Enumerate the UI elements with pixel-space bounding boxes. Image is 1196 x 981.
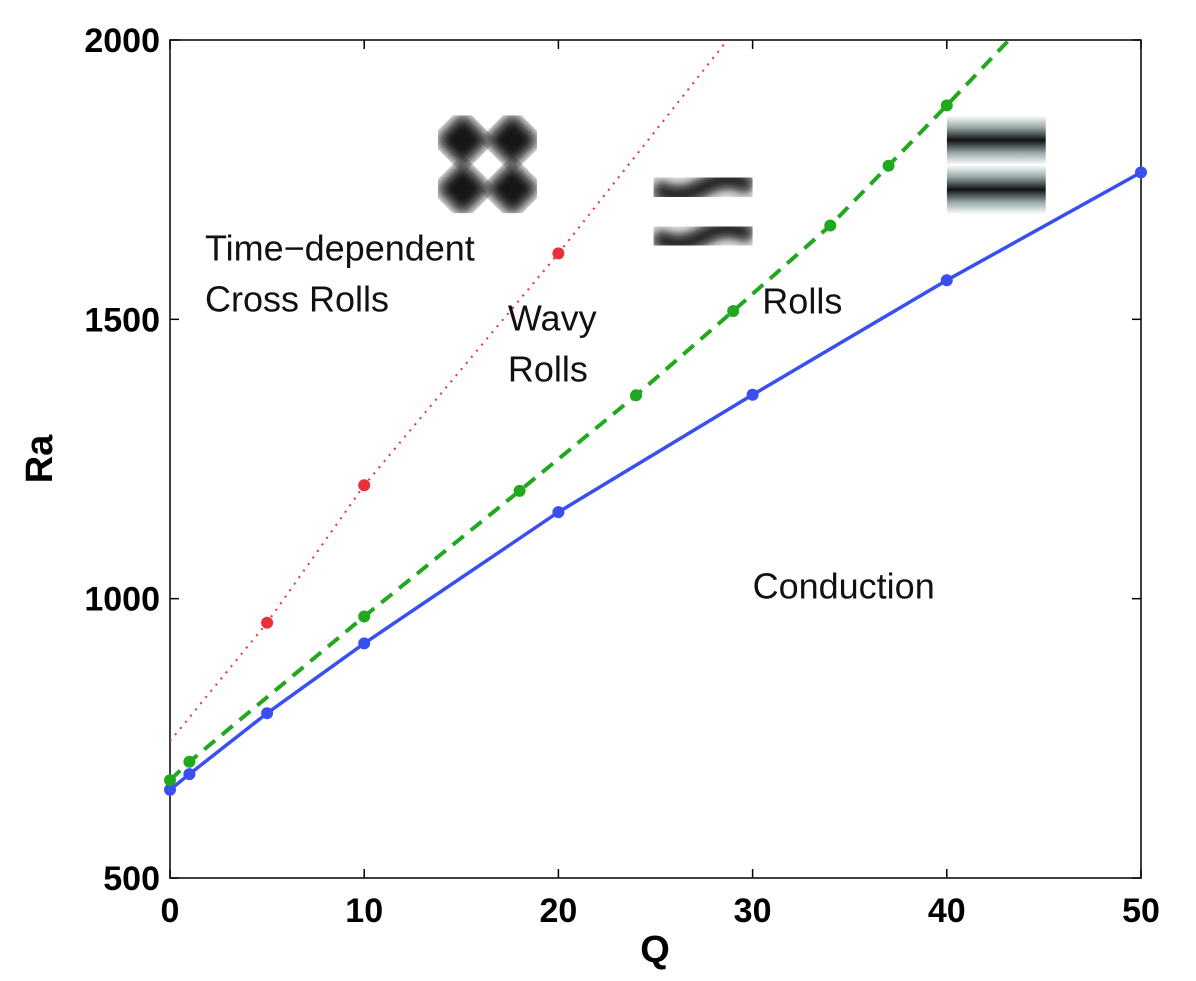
region-label: Cross Rolls [205,279,389,320]
data-point [1135,166,1147,179]
data-point [727,304,740,317]
region-label: Wavy [508,298,597,339]
cross-rolls-pattern [437,115,538,214]
data-point [882,159,895,172]
y-tick-label: 1000 [84,581,160,619]
markers-layer [164,99,1147,796]
data-point [183,755,196,768]
x-axis-label: Q [640,929,670,971]
data-point [513,484,526,497]
series-line-dashed [170,40,1011,782]
data-point [552,506,565,519]
x-tick-label: 30 [734,892,772,930]
region-label: Time−dependent [205,228,475,269]
data-point [164,774,176,787]
x-tick-label: 0 [161,892,180,930]
rolls-stripes [946,115,1046,215]
region-label: Conduction [753,566,935,607]
cross-roll-cell [484,115,538,168]
data-point [824,219,837,232]
y-axis-label: Ra [19,434,61,483]
data-point [746,388,759,401]
x-tick-label: 10 [345,892,383,930]
rolls-pattern [946,115,1046,215]
y-tick-label: 1500 [84,301,160,339]
data-point [552,247,565,260]
data-point [358,637,371,650]
region-label: Rolls [508,349,588,390]
data-point [358,610,371,623]
data-point [940,99,953,112]
data-point [630,389,643,402]
data-point [261,707,274,720]
region-label: Rolls [762,281,842,322]
wavy-roll-band [653,218,753,254]
pattern-insets [437,115,1046,264]
data-point [358,479,371,492]
data-point [183,768,196,781]
data-point [261,616,274,629]
wavy-roll-band [653,169,753,205]
wavy-rolls-pattern [653,165,753,264]
y-tick-label: 2000 [84,22,160,60]
x-tick-label: 50 [1122,892,1160,930]
data-point [164,783,176,796]
axis-ticks: 0 10 20 30 40 50 500 1000 1500 2000 [84,22,1160,930]
x-tick-label: 20 [539,892,577,930]
region-labels: Time−dependent Cross Rolls Wavy Rolls Rolls C… [205,228,935,607]
x-tick-label: 40 [928,892,966,930]
series-line-solid [170,170,1141,792]
data-point [940,274,953,287]
y-tick-label: 500 [103,860,160,898]
cross-roll-cell [484,160,538,214]
